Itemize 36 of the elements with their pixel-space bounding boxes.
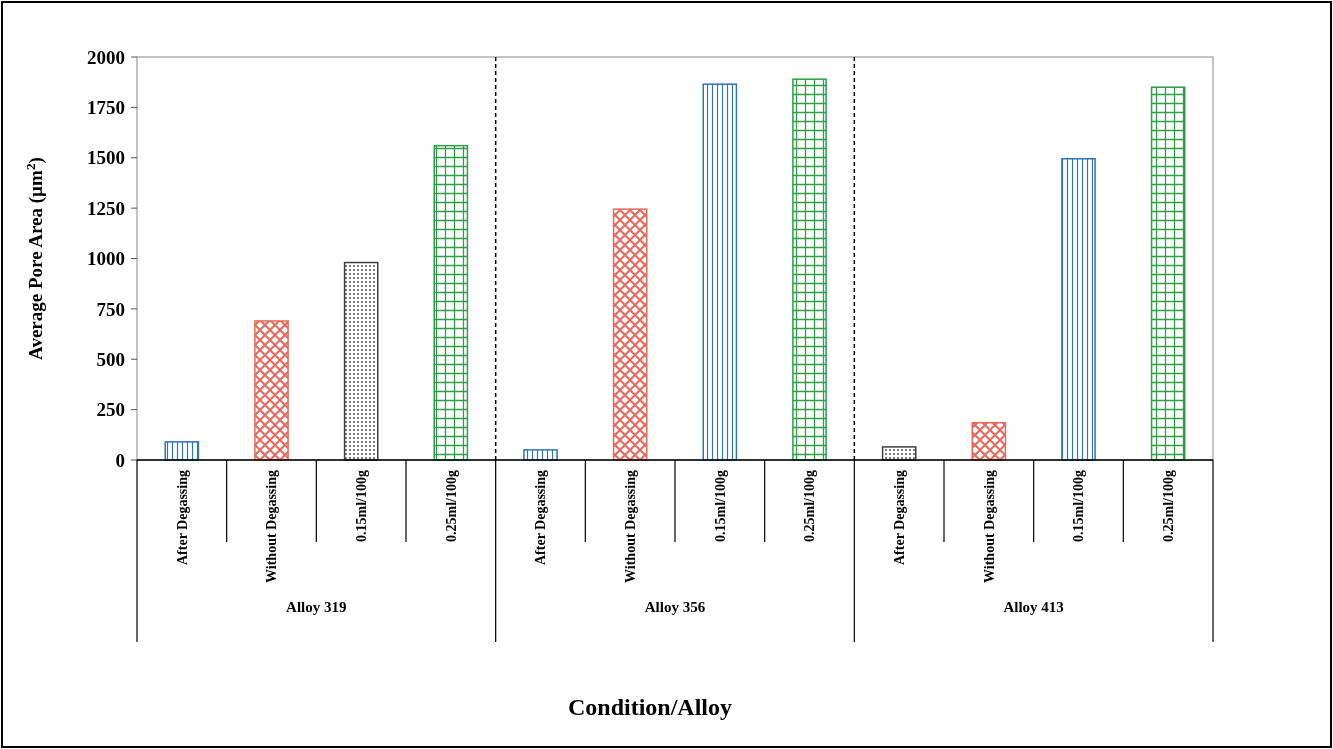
y-tick-label: 0 bbox=[115, 449, 125, 471]
y-tick-label: 500 bbox=[96, 348, 125, 370]
y-tick-label: 250 bbox=[96, 399, 125, 421]
y-tick-label: 2000 bbox=[87, 46, 125, 68]
x-tick-label: Without Degassing bbox=[981, 470, 997, 583]
y-tick-label: 750 bbox=[96, 298, 125, 320]
x-tick-label: 0.25ml/100g bbox=[1161, 470, 1177, 542]
bar bbox=[433, 144, 469, 461]
bar bbox=[1150, 86, 1186, 461]
x-tick-label: 0.15ml/100g bbox=[1071, 470, 1087, 542]
x-tick-label: 0.25ml/100g bbox=[802, 470, 818, 542]
text: Alloy 356 bbox=[644, 599, 706, 615]
y-tick-label: 1500 bbox=[87, 147, 125, 169]
bar bbox=[164, 441, 200, 461]
bar bbox=[343, 261, 379, 461]
x-tick-label: 0.25ml/100g bbox=[443, 470, 459, 542]
bar bbox=[971, 421, 1007, 461]
x-tick-label: Without Degassing bbox=[264, 470, 280, 583]
bar bbox=[702, 83, 738, 461]
x-axis-title: Condition/Alloy bbox=[567, 694, 733, 720]
text: Alloy 319 bbox=[286, 599, 347, 615]
x-tick-label: Without Degassing bbox=[623, 470, 639, 583]
bar bbox=[881, 446, 917, 461]
bar bbox=[1061, 158, 1096, 461]
y-tick-label: 1000 bbox=[87, 248, 125, 270]
text: Alloy 413 bbox=[1003, 599, 1064, 615]
y-tick-label: 1250 bbox=[87, 197, 125, 219]
bar bbox=[254, 320, 289, 461]
bar bbox=[792, 78, 827, 461]
x-tick-label: After Degassing bbox=[533, 470, 549, 566]
x-tick-label: 0.15ml/100g bbox=[354, 470, 370, 542]
x-tick-label: After Degassing bbox=[174, 470, 190, 566]
bar bbox=[612, 208, 648, 461]
y-tick-label: 1750 bbox=[87, 97, 125, 119]
x-tick-label: After Degassing bbox=[892, 470, 908, 566]
x-tick-label: 0.15ml/100g bbox=[712, 470, 728, 542]
